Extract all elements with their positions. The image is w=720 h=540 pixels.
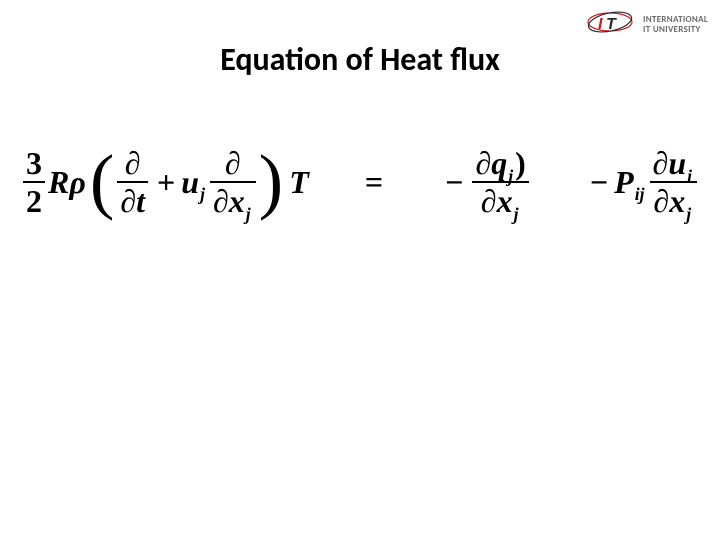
university-logo: I T INTERNATIONAL IT UNIVERSITY [583,8,708,41]
eq-lhs: 3 2 R ρ ( ∂ ∂t + uj ∂ ∂xj ) T [20,145,309,219]
frac-3-2: 3 2 [23,145,45,219]
eq-rhs2: − Pij ∂ui ∂xj [584,145,700,219]
stray-paren: ) [515,145,526,181]
sym-q: q [491,145,507,181]
sub-j5: j [686,204,691,224]
partial-4: ∂ [213,183,229,219]
sub-ij: ij [635,184,645,204]
sym-t: t [136,183,145,219]
sub-j2: j [246,204,251,224]
frac-d-dt: ∂ ∂t [117,145,148,219]
den-2: 2 [23,183,45,219]
sym-rho: ρ [69,164,85,201]
sym-u: u [181,164,199,200]
partial-6: ∂ [481,183,497,219]
partial-2: ∂ [120,183,136,219]
sym-x3: x [669,183,685,219]
it-logo-icon: I T [583,8,637,41]
partial-1: ∂ [125,145,141,181]
page-title: Equation of Heat flux [0,40,720,79]
frac-dui-dxj: ∂ui ∂xj [650,145,698,219]
sym-uj: uj [181,164,207,201]
frac-d-dxj: ∂ ∂xj [210,145,256,219]
partial-3: ∂ [225,145,241,181]
eq-rhs1: − ∂qj) ∂xj [439,145,532,219]
sym-x2: x [497,183,513,219]
logo-text: INTERNATIONAL IT UNIVERSITY [643,15,708,34]
sym-P: P [614,164,634,200]
svg-text:I: I [598,16,603,33]
frac-dqj-dxj: ∂qj) ∂xj [472,145,528,219]
sym-x1: x [229,183,245,219]
sub-j4: j [514,204,519,224]
sub-i: i [687,166,692,186]
sym-T: T [289,164,309,201]
sym-Pij: Pij [614,164,646,201]
sym-u2: u [668,145,686,181]
sub-j3: j [508,166,513,186]
svg-text:T: T [606,16,617,33]
sub-j1: j [200,184,205,204]
equals: = [365,164,383,201]
partial-5: ∂ [475,145,491,181]
minus-1: − [445,164,463,201]
partial-8: ∂ [653,183,669,219]
plus: + [157,164,175,201]
logo-line2: IT UNIVERSITY [643,25,708,34]
minus-2: − [590,164,608,201]
partial-7: ∂ [653,145,669,181]
num-3: 3 [23,145,45,181]
sym-R: R [48,164,69,201]
heat-flux-equation: 3 2 R ρ ( ∂ ∂t + uj ∂ ∂xj ) T = − ∂qj) [20,145,700,219]
